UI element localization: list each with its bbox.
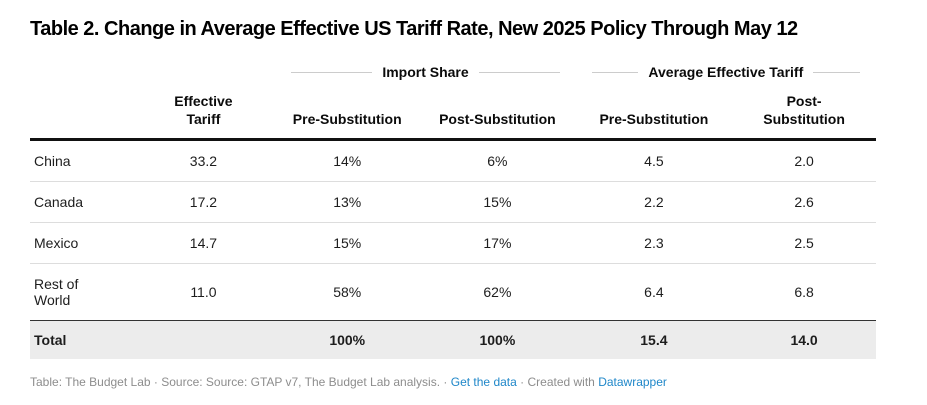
column-header-avg-post-substitution: Post-Substitution: [732, 92, 876, 141]
datawrapper-link[interactable]: Datawrapper: [598, 375, 667, 389]
cell-avg-pre: 2.2: [575, 181, 733, 223]
cell-country: Canada: [30, 181, 132, 223]
cell-country: Total: [30, 320, 132, 359]
cell-avg-post: 2.6: [732, 181, 876, 223]
group-header-line: [478, 71, 560, 73]
group-header-line: [291, 71, 373, 73]
group-header-row: Import Share Average Effective Tariff: [30, 64, 876, 92]
page-container: Table 2. Change in Average Effective US …: [30, 18, 876, 390]
cell-country: Mexico: [30, 222, 132, 264]
table-title: Table 2. Change in Average Effective US …: [30, 18, 798, 40]
group-header-line: [591, 71, 639, 73]
data-table: Import Share Average Effective Tariff Ef…: [30, 64, 876, 359]
column-header-import-pre-substitution: Pre-Substitution: [275, 92, 420, 141]
column-header-country: [30, 92, 132, 141]
cell-import-pre: 13%: [275, 181, 420, 223]
cell-avg-post: 2.0: [732, 139, 876, 182]
column-header-row: Effective Tariff Pre-Substitution Post-S…: [30, 92, 876, 141]
cell-import-post: 17%: [419, 222, 576, 264]
cell-avg-post: 14.0: [732, 320, 876, 359]
cell-import-post: 15%: [419, 181, 576, 223]
group-header-spacer: [30, 64, 275, 92]
cell-avg-pre: 15.4: [575, 320, 733, 359]
table-row-mexico: Mexico 14.7 15% 17% 2.3 2.5: [30, 222, 876, 264]
cell-avg-pre: 4.5: [575, 139, 733, 182]
footer-separator: ·: [153, 375, 158, 389]
table-row-china: China 33.2 14% 6% 4.5 2.0: [30, 139, 876, 182]
footer-separator: ·: [443, 375, 448, 389]
get-the-data-link[interactable]: Get the data: [450, 375, 517, 389]
cell-avg-pre: 2.3: [575, 222, 733, 264]
group-header-label: Average Effective Tariff: [648, 64, 804, 80]
cell-import-post: 62%: [419, 263, 576, 321]
footer-separator: ·: [520, 375, 525, 389]
cell-import-pre: 100%: [275, 320, 420, 359]
group-header-average-effective-tariff: Average Effective Tariff: [576, 64, 876, 92]
column-header-avg-pre-substitution: Pre-Substitution: [575, 92, 733, 141]
table-row-canada: Canada 17.2 13% 15% 2.2 2.6: [30, 181, 876, 223]
cell-avg-post: 2.5: [732, 222, 876, 264]
cell-import-pre: 14%: [275, 139, 420, 182]
cell-import-pre: 15%: [275, 222, 420, 264]
cell-import-post: 100%: [419, 320, 576, 359]
cell-avg-post: 6.8: [732, 263, 876, 321]
cell-effective-tariff: 14.7: [131, 222, 276, 264]
created-with-text: Created with: [527, 375, 595, 389]
source-text: Source: Source: GTAP v7, The Budget Lab …: [161, 375, 441, 389]
cell-effective-tariff: [131, 320, 276, 359]
table-credit: Table: The Budget Lab: [30, 375, 151, 389]
footer: Table: The Budget Lab · Source: Source: …: [30, 374, 876, 390]
column-header-effective-tariff: Effective Tariff: [131, 92, 276, 141]
cell-import-post: 6%: [419, 139, 576, 182]
cell-effective-tariff: 33.2: [131, 139, 276, 182]
cell-avg-pre: 6.4: [575, 263, 733, 321]
group-header-line: [813, 71, 861, 73]
cell-country: China: [30, 139, 132, 182]
column-header-import-post-substitution: Post-Substitution: [419, 92, 576, 141]
table-row-total: Total 100% 100% 15.4 14.0: [30, 320, 876, 359]
group-header-label: Import Share: [382, 64, 469, 80]
cell-import-pre: 58%: [275, 263, 420, 321]
cell-effective-tariff: 17.2: [131, 181, 276, 223]
cell-effective-tariff: 11.0: [131, 263, 276, 321]
cell-country: Rest of World: [30, 263, 132, 321]
group-header-import-share: Import Share: [275, 64, 575, 92]
table-row-rest-of-world: Rest of World 11.0 58% 62% 6.4 6.8: [30, 263, 876, 321]
